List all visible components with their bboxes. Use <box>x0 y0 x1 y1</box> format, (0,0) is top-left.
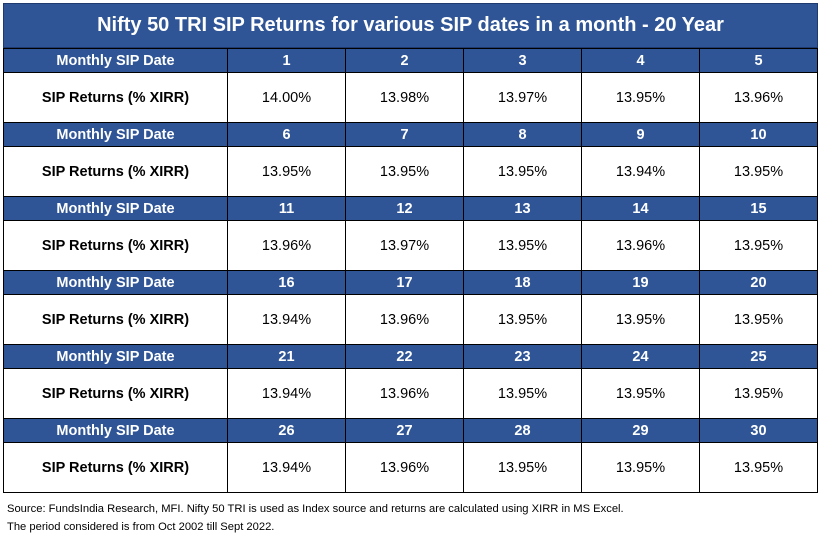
source-line: Source: FundsIndia Research, MFI. Nifty … <box>7 503 624 515</box>
returns-row: SIP Returns (% XIRR) 13.94% 13.96% 13.95% 13… <box>3 368 818 419</box>
sip-return-cell: 13.95% <box>463 294 582 345</box>
sip-returns-table: Monthly SIP Date 1 2 3 4 5 SIP Returns (% XIRR… <box>3 48 818 493</box>
sip-date-cell: 1 <box>227 48 346 73</box>
returns-row: SIP Returns (% XIRR) 13.96% 13.97% 13.95% 13… <box>3 220 818 271</box>
table-title: Nifty 50 TRI SIP Returns for various SIP… <box>3 3 818 48</box>
sip-return-cell: 13.95% <box>463 368 582 419</box>
sip-return-cell: 13.95% <box>463 146 582 197</box>
sip-date-cell: 20 <box>699 270 818 295</box>
row-label-sip-returns: SIP Returns (% XIRR) <box>3 294 228 345</box>
date-header-row: Monthly SIP Date 11 12 13 14 15 <box>3 196 818 221</box>
sip-return-cell: 13.95% <box>699 220 818 271</box>
sip-date-cell: 15 <box>699 196 818 221</box>
sip-date-cell: 27 <box>345 418 464 443</box>
sip-date-cell: 26 <box>227 418 346 443</box>
sip-date-cell: 3 <box>463 48 582 73</box>
sip-return-cell: 14.00% <box>227 72 346 123</box>
sip-return-cell: 13.96% <box>345 368 464 419</box>
sip-return-cell: 13.94% <box>227 294 346 345</box>
returns-row: SIP Returns (% XIRR) 13.95% 13.95% 13.95% 13… <box>3 146 818 197</box>
sip-date-cell: 17 <box>345 270 464 295</box>
row-label-monthly-sip-date: Monthly SIP Date <box>3 196 228 221</box>
sip-return-cell: 13.95% <box>581 442 700 493</box>
sip-date-cell: 8 <box>463 122 582 147</box>
row-label-monthly-sip-date: Monthly SIP Date <box>3 344 228 369</box>
sip-return-cell: 13.96% <box>227 220 346 271</box>
row-label-monthly-sip-date: Monthly SIP Date <box>3 48 228 73</box>
sip-return-cell: 13.97% <box>345 220 464 271</box>
sip-return-cell: 13.95% <box>699 294 818 345</box>
sip-return-cell: 13.94% <box>581 146 700 197</box>
sip-return-cell: 13.95% <box>699 442 818 493</box>
sip-return-cell: 13.95% <box>699 368 818 419</box>
date-header-row: Monthly SIP Date 26 27 28 29 30 <box>3 418 818 443</box>
sip-return-cell: 13.94% <box>227 442 346 493</box>
sip-date-cell: 24 <box>581 344 700 369</box>
sip-date-cell: 4 <box>581 48 700 73</box>
sip-return-cell: 13.94% <box>227 368 346 419</box>
sip-return-cell: 13.96% <box>699 72 818 123</box>
row-label-sip-returns: SIP Returns (% XIRR) <box>3 368 228 419</box>
sip-return-cell: 13.95% <box>463 220 582 271</box>
sip-date-cell: 18 <box>463 270 582 295</box>
sip-return-cell: 13.95% <box>581 368 700 419</box>
date-header-row: Monthly SIP Date 16 17 18 19 20 <box>3 270 818 295</box>
date-header-row: Monthly SIP Date 1 2 3 4 5 <box>3 48 818 73</box>
sip-return-cell: 13.96% <box>345 442 464 493</box>
row-label-monthly-sip-date: Monthly SIP Date <box>3 418 228 443</box>
sip-date-cell: 6 <box>227 122 346 147</box>
sip-date-cell: 29 <box>581 418 700 443</box>
period-line: The period considered is from Oct 2002 t… <box>7 521 275 533</box>
sip-return-cell: 13.98% <box>345 72 464 123</box>
sip-return-cell: 13.95% <box>581 72 700 123</box>
sip-date-cell: 19 <box>581 270 700 295</box>
sip-return-cell: 13.95% <box>581 294 700 345</box>
sip-date-cell: 2 <box>345 48 464 73</box>
row-label-sip-returns: SIP Returns (% XIRR) <box>3 146 228 197</box>
sip-return-cell: 13.95% <box>345 146 464 197</box>
sip-date-cell: 21 <box>227 344 346 369</box>
sip-date-cell: 12 <box>345 196 464 221</box>
returns-row: SIP Returns (% XIRR) 14.00% 13.98% 13.97% 13… <box>3 72 818 123</box>
row-label-monthly-sip-date: Monthly SIP Date <box>3 122 228 147</box>
sip-return-cell: 13.95% <box>699 146 818 197</box>
sip-return-cell: 13.97% <box>463 72 582 123</box>
sip-date-cell: 14 <box>581 196 700 221</box>
sip-date-cell: 30 <box>699 418 818 443</box>
sip-date-cell: 10 <box>699 122 818 147</box>
sip-returns-sheet: Nifty 50 TRI SIP Returns for various SIP… <box>3 3 818 493</box>
sip-return-cell: 13.96% <box>581 220 700 271</box>
row-label-sip-returns: SIP Returns (% XIRR) <box>3 72 228 123</box>
row-label-sip-returns: SIP Returns (% XIRR) <box>3 442 228 493</box>
sip-return-cell: 13.95% <box>463 442 582 493</box>
sip-return-cell: 13.96% <box>345 294 464 345</box>
sip-date-cell: 9 <box>581 122 700 147</box>
returns-row: SIP Returns (% XIRR) 13.94% 13.96% 13.95% 13… <box>3 294 818 345</box>
sip-date-cell: 28 <box>463 418 582 443</box>
row-label-sip-returns: SIP Returns (% XIRR) <box>3 220 228 271</box>
sip-date-cell: 11 <box>227 196 346 221</box>
sip-date-cell: 25 <box>699 344 818 369</box>
table-body: Monthly SIP Date 1 2 3 4 5 SIP Returns (% XIRR… <box>3 48 818 493</box>
source-note: Source: FundsIndia Research, MFI. Nifty … <box>7 500 624 536</box>
sip-return-cell: 13.95% <box>227 146 346 197</box>
sip-date-cell: 13 <box>463 196 582 221</box>
returns-row: SIP Returns (% XIRR) 13.94% 13.96% 13.95% 13… <box>3 442 818 493</box>
row-label-monthly-sip-date: Monthly SIP Date <box>3 270 228 295</box>
sip-date-cell: 23 <box>463 344 582 369</box>
date-header-row: Monthly SIP Date 21 22 23 24 25 <box>3 344 818 369</box>
sip-date-cell: 5 <box>699 48 818 73</box>
date-header-row: Monthly SIP Date 6 7 8 9 10 <box>3 122 818 147</box>
sip-date-cell: 7 <box>345 122 464 147</box>
sip-date-cell: 22 <box>345 344 464 369</box>
sip-date-cell: 16 <box>227 270 346 295</box>
